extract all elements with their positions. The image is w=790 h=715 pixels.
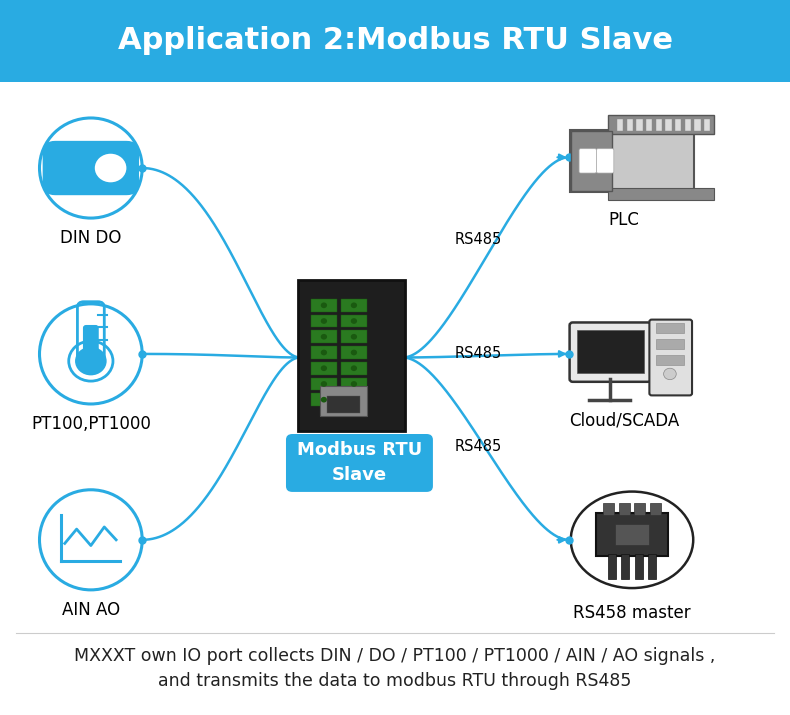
FancyBboxPatch shape [0,0,790,82]
Bar [636,119,642,131]
Bar [634,503,645,515]
Circle shape [351,334,357,340]
FancyBboxPatch shape [656,355,684,365]
Text: RS485: RS485 [454,440,502,454]
FancyBboxPatch shape [596,149,614,173]
Circle shape [351,365,357,371]
FancyBboxPatch shape [656,339,684,349]
Bar [619,503,630,515]
Text: DIN DO: DIN DO [60,229,122,247]
FancyBboxPatch shape [656,323,684,333]
Circle shape [321,318,327,324]
Circle shape [321,397,327,403]
Circle shape [321,365,327,371]
Text: PLC: PLC [608,211,640,229]
Circle shape [95,154,126,182]
FancyBboxPatch shape [570,130,694,192]
Bar [622,554,630,579]
FancyBboxPatch shape [615,524,649,545]
FancyBboxPatch shape [311,378,337,390]
FancyBboxPatch shape [311,315,337,327]
Text: AIN AO: AIN AO [62,601,120,618]
Bar [694,119,701,131]
FancyBboxPatch shape [577,330,644,373]
FancyBboxPatch shape [327,396,360,413]
Circle shape [351,302,357,308]
Bar [603,503,614,515]
FancyBboxPatch shape [286,434,433,492]
Bar [626,119,633,131]
FancyBboxPatch shape [608,188,714,200]
FancyBboxPatch shape [341,346,367,359]
Circle shape [321,350,327,355]
Circle shape [321,334,327,340]
Circle shape [321,302,327,308]
Text: and transmits the data to modbus RTU through RS485: and transmits the data to modbus RTU thr… [158,671,632,690]
FancyBboxPatch shape [341,393,367,406]
Bar [650,503,661,515]
Circle shape [351,397,357,403]
Text: RS458 master: RS458 master [574,604,690,622]
Circle shape [75,347,107,375]
Bar [656,119,662,131]
Bar [704,119,710,131]
Bar [648,554,656,579]
Bar [646,119,653,131]
Bar [617,119,623,131]
Text: MXXXT own IO port collects DIN / DO / PT100 / PT1000 / AIN / AO signals ,: MXXXT own IO port collects DIN / DO / PT… [74,647,716,666]
FancyBboxPatch shape [341,330,367,343]
Circle shape [351,350,357,355]
FancyBboxPatch shape [311,393,337,406]
FancyBboxPatch shape [570,322,651,382]
FancyBboxPatch shape [298,280,405,431]
Circle shape [664,368,676,380]
FancyBboxPatch shape [596,513,668,556]
Text: RS485: RS485 [454,232,502,247]
Text: Application 2:Modbus RTU Slave: Application 2:Modbus RTU Slave [118,26,672,55]
Text: Cloud/SCADA: Cloud/SCADA [569,411,679,429]
FancyBboxPatch shape [43,141,139,195]
Circle shape [351,318,357,324]
FancyBboxPatch shape [311,362,337,375]
FancyBboxPatch shape [649,320,692,395]
Text: RS485: RS485 [454,347,502,361]
Bar [665,119,672,131]
Bar [675,119,681,131]
Bar [685,119,691,131]
FancyBboxPatch shape [320,386,367,416]
FancyBboxPatch shape [311,330,337,343]
FancyBboxPatch shape [571,131,612,191]
FancyBboxPatch shape [311,299,337,312]
Circle shape [321,381,327,387]
FancyBboxPatch shape [311,346,337,359]
Circle shape [351,381,357,387]
Bar [608,554,616,579]
FancyBboxPatch shape [341,362,367,375]
Text: Modbus RTU
Slave: Modbus RTU Slave [297,441,422,484]
FancyBboxPatch shape [83,325,99,358]
FancyBboxPatch shape [341,315,367,327]
Bar [634,554,642,579]
FancyBboxPatch shape [579,149,596,173]
Text: PT100,PT1000: PT100,PT1000 [31,415,151,433]
FancyBboxPatch shape [608,115,714,134]
FancyBboxPatch shape [341,299,367,312]
FancyBboxPatch shape [341,378,367,390]
